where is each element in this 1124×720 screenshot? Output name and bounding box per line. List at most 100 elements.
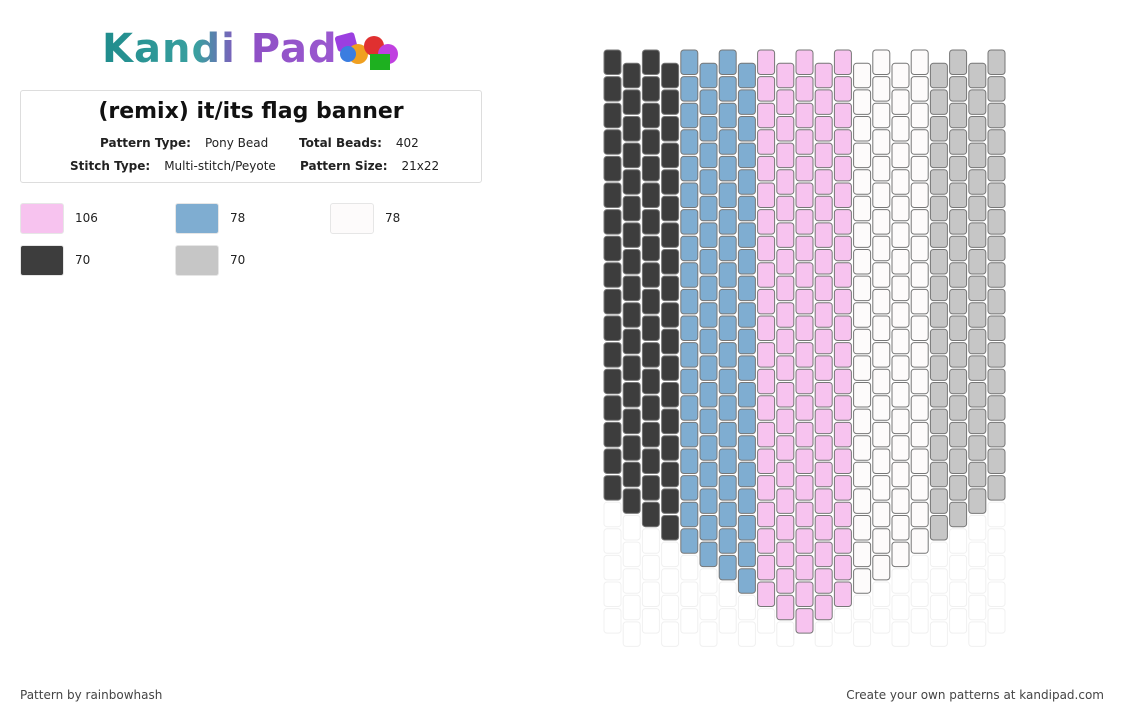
bead: [757, 262, 776, 288]
bead: [814, 275, 833, 302]
detail-label: Stitch Type:: [70, 159, 151, 173]
bead: [776, 169, 795, 195]
detail-label: Total Beads:: [299, 136, 382, 150]
color-swatch: [20, 245, 64, 276]
bead: [853, 142, 872, 169]
bead: [622, 142, 641, 169]
bead: [853, 116, 872, 142]
bead: [776, 89, 795, 115]
bead: [833, 448, 852, 474]
color-swatch: [175, 245, 219, 276]
bead: [968, 408, 987, 435]
bead: [853, 515, 872, 541]
bead: [699, 541, 718, 568]
bead: [891, 541, 910, 568]
bead: [833, 368, 852, 395]
bead: [949, 368, 968, 395]
bead: [776, 302, 795, 328]
bead: [622, 302, 641, 328]
footer-link[interactable]: Create your own patterns at kandipad.com: [846, 688, 1104, 702]
empty-bead: [910, 581, 929, 607]
empty-bead: [987, 608, 1006, 634]
bead: [737, 541, 756, 568]
bead: [757, 315, 776, 341]
bead: [661, 382, 680, 408]
bead: [737, 515, 756, 541]
color-count: 78: [230, 211, 246, 225]
empty-bead: [949, 608, 968, 634]
bead: [795, 342, 814, 368]
empty-bead: [872, 608, 891, 634]
bead: [680, 262, 699, 288]
color-count: 106: [75, 211, 98, 225]
bead: [737, 382, 756, 408]
bead: [661, 116, 680, 142]
bead: [814, 89, 833, 115]
bead: [968, 302, 987, 328]
bead: [622, 62, 641, 89]
bead: [603, 368, 622, 395]
logo[interactable]: Kandi Pad: [102, 26, 338, 72]
bead: [776, 382, 795, 408]
bead: [853, 328, 872, 355]
bead: [661, 435, 680, 461]
bead: [814, 461, 833, 488]
bead: [718, 182, 737, 208]
bead: [833, 342, 852, 368]
bead: [891, 142, 910, 169]
bead: [757, 395, 776, 421]
bead: [987, 76, 1006, 102]
bead: [872, 49, 891, 75]
bead: [872, 288, 891, 315]
bead: [929, 328, 948, 355]
bead: [833, 49, 852, 75]
detail-label: Pattern Type:: [100, 136, 191, 150]
bead: [757, 129, 776, 155]
bead: [949, 421, 968, 448]
bead: [718, 448, 737, 474]
bead: [603, 315, 622, 341]
bead: [622, 169, 641, 195]
bead: [718, 102, 737, 129]
bead: [699, 355, 718, 381]
bead: [853, 435, 872, 461]
author[interactable]: Pattern by rainbowhash: [20, 688, 163, 702]
empty-bead: [987, 528, 1006, 554]
bead: [699, 195, 718, 222]
bead: [603, 129, 622, 155]
bead: [872, 528, 891, 554]
bead: [872, 368, 891, 395]
bead: [814, 195, 833, 222]
bead: [949, 475, 968, 501]
bead: [910, 342, 929, 368]
empty-bead: [603, 581, 622, 607]
bead: [872, 182, 891, 208]
bead: [833, 395, 852, 421]
bead: [718, 368, 737, 395]
bead: [737, 222, 756, 248]
bead: [949, 129, 968, 155]
bead: [737, 169, 756, 195]
bead: [891, 488, 910, 514]
logo-icon: [334, 32, 398, 70]
detail: Pattern Type: Pony Bead: [100, 136, 268, 150]
bead: [968, 222, 987, 248]
bead: [872, 395, 891, 421]
bead: [622, 275, 641, 302]
bead: [661, 222, 680, 248]
empty-bead: [949, 554, 968, 581]
empty-bead: [910, 554, 929, 581]
bead: [603, 448, 622, 474]
bead: [853, 382, 872, 408]
bead: [872, 342, 891, 368]
bead: [910, 129, 929, 155]
bead: [872, 448, 891, 474]
bead: [987, 262, 1006, 288]
bead: [641, 421, 660, 448]
bead: [699, 275, 718, 302]
bead: [968, 62, 987, 89]
bead: [968, 328, 987, 355]
bead: [680, 155, 699, 182]
bead: [757, 475, 776, 501]
bead: [795, 554, 814, 581]
